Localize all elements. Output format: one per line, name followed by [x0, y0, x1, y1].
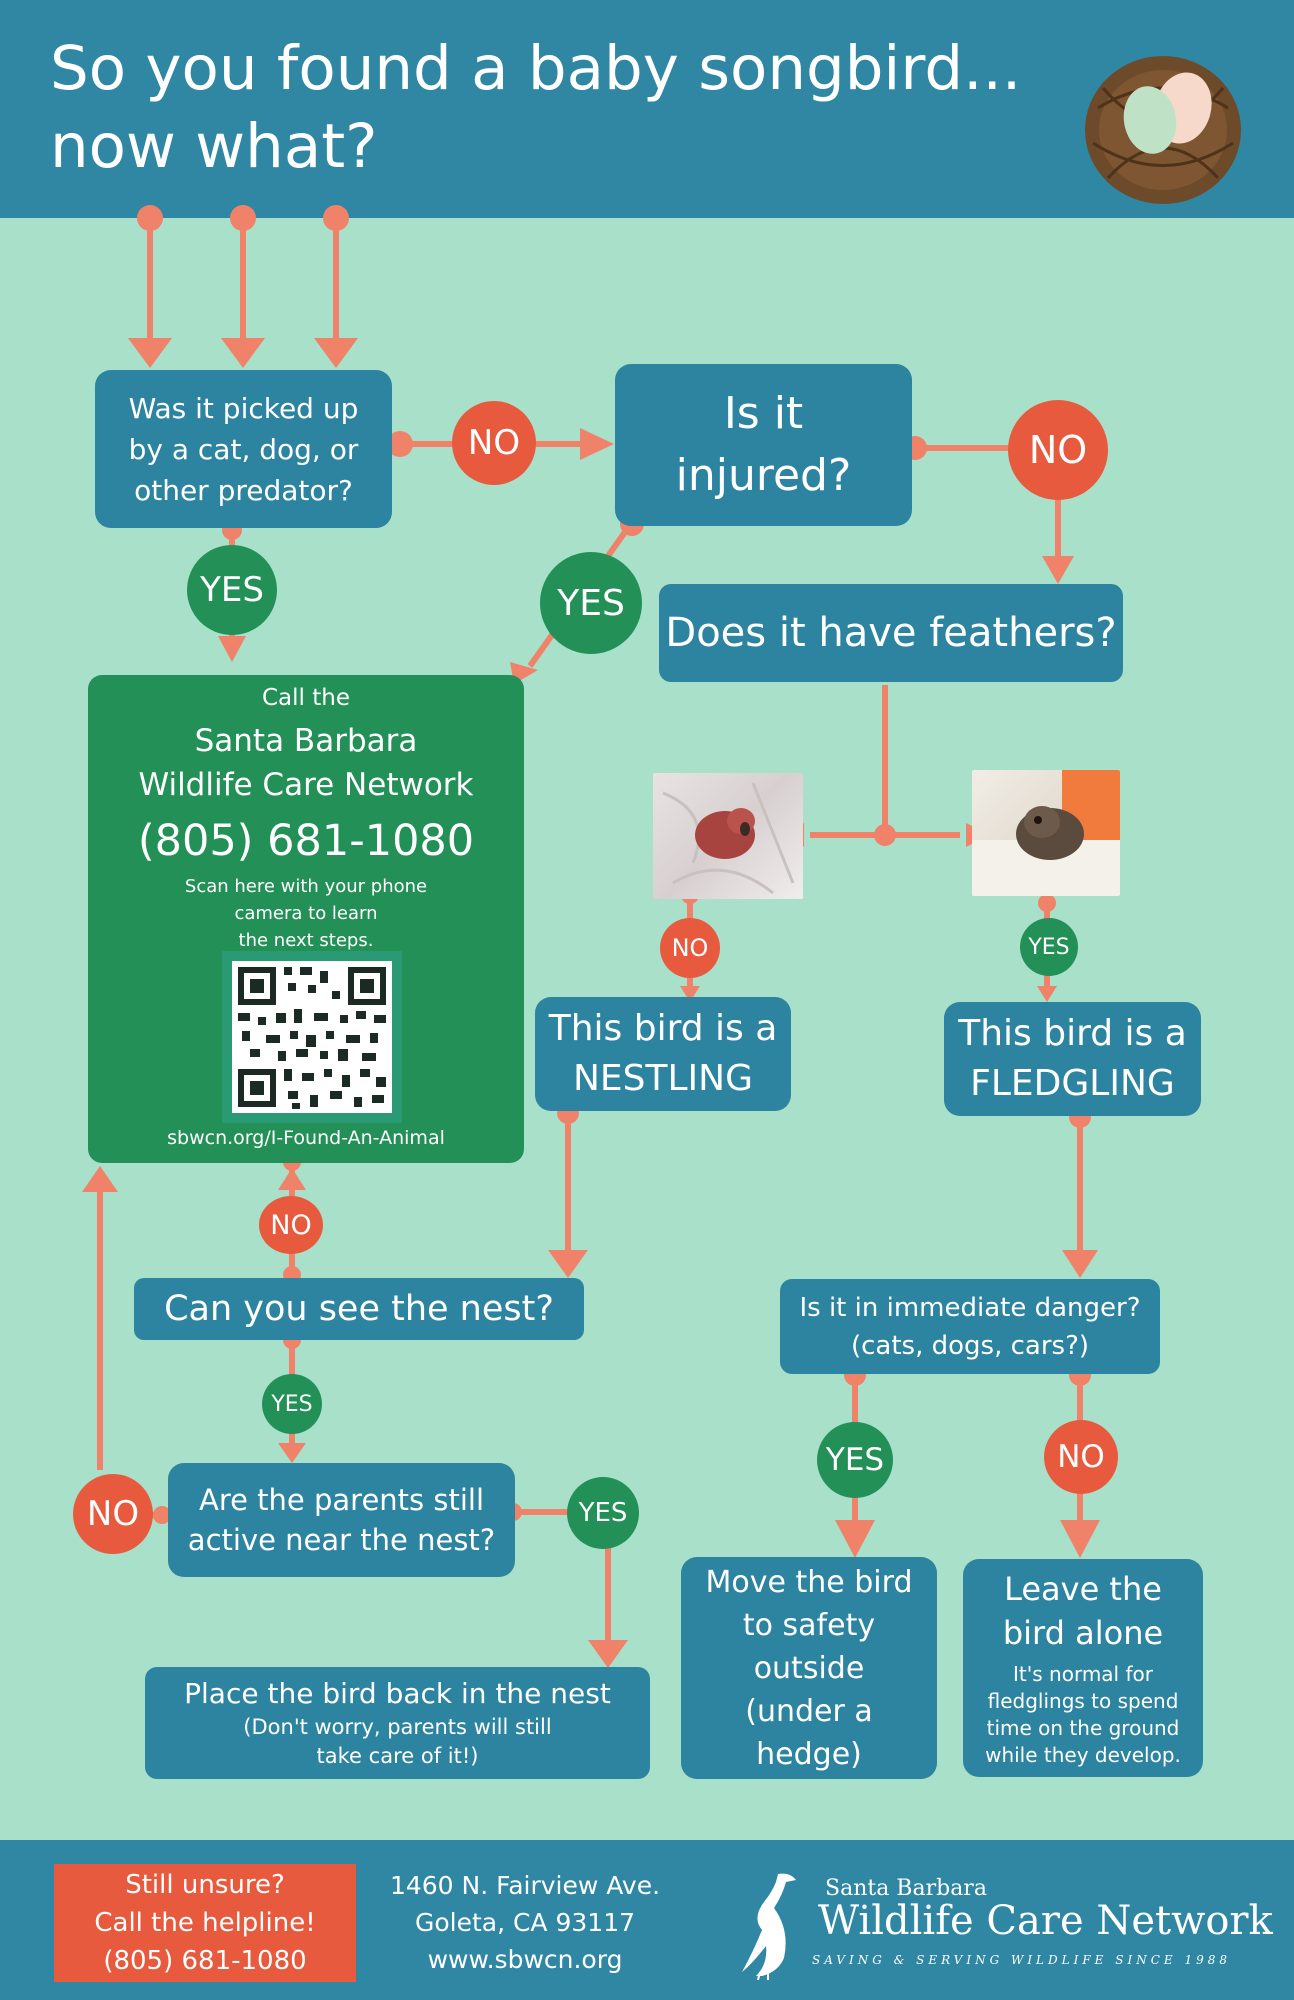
move-line-5: hedge)	[756, 1736, 862, 1772]
leave-title-1: Leave the	[1004, 1570, 1162, 1608]
injured-line-1: Is it	[723, 388, 804, 439]
no-badge: NO	[452, 401, 536, 485]
nestling-box: This bird is a NESTLING	[535, 997, 791, 1111]
website-link[interactable]: www.sbwcn.org	[427, 1945, 623, 1974]
logo-small-text: Santa Barbara	[825, 1876, 987, 1901]
move-line-1: Move the bird	[705, 1564, 913, 1600]
place-back-note-2: take care of it!)	[316, 1744, 479, 1768]
page-title: So you found a baby songbird... now what…	[50, 30, 1050, 186]
helpline-phone: (805) 681-1080	[103, 1946, 307, 1976]
leave-title-2: bird alone	[1002, 1614, 1164, 1652]
danger-line-2: (cats, dogs, cars?)	[850, 1330, 1090, 1361]
predator-line-2: by a cat, dog, or	[128, 432, 359, 466]
yes-badge: YES	[567, 1477, 639, 1549]
yes-badge: YES	[262, 1374, 322, 1434]
no-badge: NO	[1008, 400, 1108, 500]
injured-question-box: Is it injured?	[615, 364, 912, 526]
call-the-text: Call the	[262, 685, 350, 711]
logo-tagline: SAVING & SERVING WILDLIFE SINCE 1988	[812, 1953, 1232, 1967]
feathers-question-box: Does it have feathers?	[659, 584, 1123, 682]
parents-line-2: active near the nest?	[187, 1523, 496, 1557]
address-street: 1460 N. Fairview Ave.	[389, 1871, 661, 1900]
helpline-line-1: Still unsure?	[125, 1870, 285, 1900]
nestling-line-2: NESTLING	[572, 1058, 754, 1099]
org-name-line-2: Wildlife Care Network	[138, 767, 474, 803]
predator-line-3: other predator?	[134, 473, 353, 507]
yes-badge: YES	[187, 545, 277, 635]
move-to-safety-box: Move the bird to safety outside (under a…	[681, 1557, 937, 1779]
predator-question-box: Was it picked up by a cat, dog, or other…	[95, 370, 392, 528]
fledgling-box: This bird is a FLEDGLING	[944, 1002, 1201, 1116]
scan-line-1: Scan here with your phone	[184, 876, 428, 897]
no-badge: NO	[660, 918, 720, 978]
parents-question-box: Are the parents still active near the ne…	[168, 1463, 515, 1577]
see-nest-text: Can you see the nest?	[164, 1289, 554, 1329]
helpline-line-2: Call the helpline!	[94, 1908, 316, 1938]
see-nest-question-box: Can you see the nest?	[134, 1278, 584, 1340]
danger-line-1: Is it in immediate danger?	[799, 1292, 1141, 1323]
fledgling-line-2: FLEDGLING	[970, 1063, 1175, 1104]
feathers-text: Does it have feathers?	[665, 610, 1117, 656]
header-bar	[0, 0, 1294, 218]
phone-number: (805) 681-1080	[137, 816, 475, 866]
yes-badge: YES	[1020, 918, 1078, 976]
yes-badge: YES	[817, 1422, 893, 1498]
title-line-1: So you found a baby songbird...	[50, 33, 1022, 104]
injured-line-2: injured?	[675, 450, 852, 501]
leave-alone-box: Leave the bird alone It's normal for fle…	[963, 1559, 1203, 1777]
leave-note-3: time on the ground	[986, 1716, 1180, 1740]
address-block: 1460 N. Fairview Ave. Goleta, CA 93117 w…	[380, 1867, 670, 1978]
fledgling-photo	[972, 770, 1120, 896]
nest-with-eggs-icon	[1085, 56, 1241, 204]
helpline-box[interactable]: Still unsure? Call the helpline! (805) 6…	[54, 1864, 356, 1982]
place-back-note-1: (Don't worry, parents will still	[243, 1715, 552, 1739]
call-box-url[interactable]: sbwcn.org/I-Found-An-Animal	[167, 1127, 445, 1149]
scan-line-2: camera to learn	[234, 903, 378, 924]
scan-line-3: the next steps.	[238, 930, 374, 951]
nestling-photo	[653, 773, 803, 899]
qr-code-icon[interactable]	[222, 951, 402, 1123]
leave-note-1: It's normal for	[1013, 1662, 1153, 1686]
call-network-box: Call the Santa Barbara Wildlife Care Net…	[88, 675, 524, 1163]
danger-question-box: Is it in immediate danger? (cats, dogs, …	[780, 1279, 1160, 1374]
title-line-2: now what?	[50, 111, 378, 182]
heron-logo-icon	[742, 1873, 796, 1980]
place-back-title: Place the bird back in the nest	[184, 1677, 611, 1710]
parents-line-1: Are the parents still	[198, 1483, 485, 1517]
no-badge: NO	[1044, 1420, 1118, 1494]
fledgling-line-1: This bird is a	[958, 1013, 1187, 1054]
place-back-box: Place the bird back in the nest (Don't w…	[145, 1667, 650, 1779]
logo-big-text: Wildlife Care Network	[818, 1898, 1273, 1944]
predator-line-1: Was it picked up	[128, 391, 359, 425]
move-line-4: (under a	[745, 1693, 873, 1729]
no-badge: NO	[259, 1196, 323, 1254]
leave-note-2: fledglings to spend	[987, 1689, 1179, 1713]
yes-badge: YES	[540, 552, 642, 654]
move-line-3: outside	[753, 1650, 865, 1686]
nestling-line-1: This bird is a	[548, 1008, 778, 1049]
no-badge: NO	[73, 1474, 153, 1554]
move-line-2: to safety	[742, 1607, 876, 1643]
address-city: Goleta, CA 93117	[414, 1908, 636, 1937]
leave-note-4: while they develop.	[985, 1743, 1181, 1767]
org-name-line-1: Santa Barbara	[194, 723, 418, 759]
